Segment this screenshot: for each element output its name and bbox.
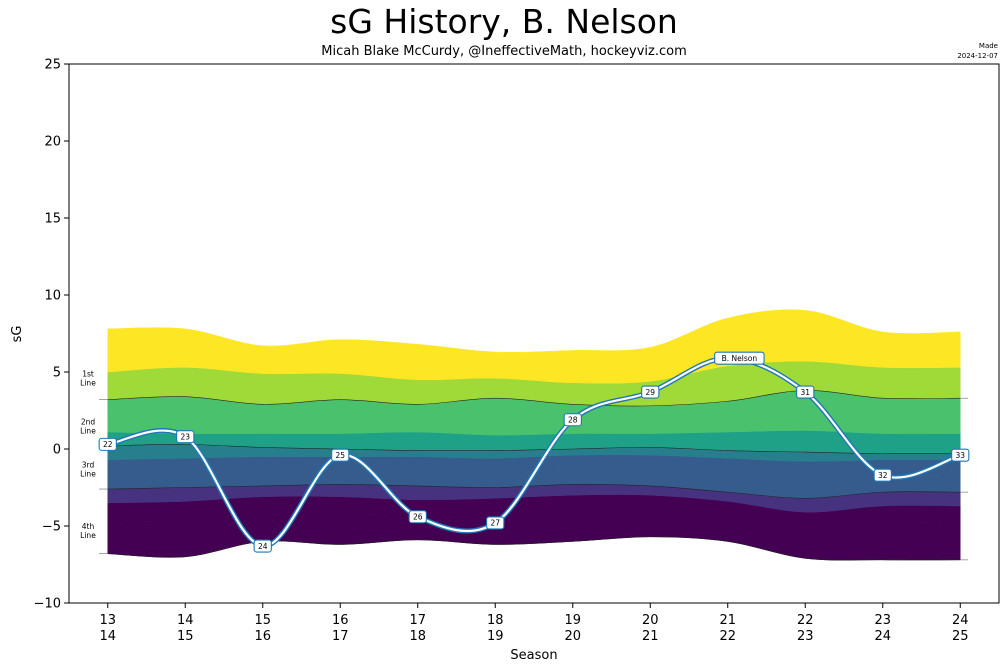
season-point-label-0-text: 22 <box>103 440 113 449</box>
season-point-label-2: 24 <box>253 539 272 553</box>
chart-title: sG History, B. Nelson <box>330 2 678 41</box>
made-label: Made <box>978 42 998 50</box>
line-group-label-3-word: 4th <box>82 522 95 531</box>
season-point-label-11-text: 33 <box>955 451 965 460</box>
season-point-label-2-text: 24 <box>258 542 268 551</box>
season-point-label-3-text: 25 <box>335 451 345 460</box>
season-point-label-10-text: 32 <box>878 471 888 480</box>
x-tick-label-top: 16 <box>332 613 349 628</box>
season-point-label-9-text: 31 <box>800 388 810 397</box>
x-tick-label-top: 17 <box>409 613 426 628</box>
season-point-label-7-text: 29 <box>645 388 655 397</box>
x-tick-label-bottom: 19 <box>487 629 504 644</box>
x-tick-label-bottom: 21 <box>642 629 659 644</box>
player-series: 22 23 24 25 26 27 28 29 31 32 33 B. Nelson <box>98 351 970 553</box>
season-point-label-10: 32 <box>873 468 892 482</box>
x-tick-label-top: 14 <box>177 613 194 628</box>
y-tick-label: 20 <box>44 135 61 150</box>
season-point-label-10-box <box>873 468 892 482</box>
season-point-label-6: 28 <box>563 413 582 427</box>
line-group-label-0-line: Line <box>80 379 96 388</box>
season-point-label-11-box <box>951 448 970 462</box>
x-tick-label-top: 13 <box>99 613 116 628</box>
x-tick-label-bottom: 22 <box>719 629 736 644</box>
season-point-label-5-text: 27 <box>490 519 500 528</box>
x-tick-label-bottom: 18 <box>409 629 426 644</box>
x-tick-label-top: 22 <box>797 613 814 628</box>
player-name-label: B. Nelson <box>714 351 765 365</box>
season-point-label-4-text: 26 <box>413 513 423 522</box>
x-axis: 1314141515161617171818191920202121222223… <box>99 603 969 644</box>
x-tick-label-top: 21 <box>719 613 736 628</box>
season-point-label-0: 22 <box>98 437 117 451</box>
x-tick-label-bottom: 16 <box>254 629 271 644</box>
season-point-label-11: 33 <box>951 448 970 462</box>
line-group-label-0-word: 1st <box>82 370 94 379</box>
x-tick-label-top: 15 <box>254 613 271 628</box>
y-tick-label: 10 <box>44 289 61 304</box>
y-tick-label: 5 <box>53 366 61 381</box>
made-date: 2024-12-07 <box>957 52 998 60</box>
x-tick-label-top: 19 <box>564 613 581 628</box>
season-point-label-3: 25 <box>331 448 350 462</box>
x-tick-label-bottom: 20 <box>564 629 581 644</box>
season-point-label-5-box <box>486 516 505 530</box>
season-point-label-2-box <box>253 539 272 553</box>
x-tick-label-top: 20 <box>642 613 659 628</box>
y-axis-label: sG <box>10 326 25 343</box>
season-point-label-3-box <box>331 448 350 462</box>
x-tick-label-bottom: 15 <box>177 629 194 644</box>
sg-band-10 <box>107 309 961 384</box>
line-divider-2 <box>107 444 961 455</box>
line-divider-1 <box>107 484 961 499</box>
season-point-label-1: 23 <box>176 430 195 444</box>
x-axis-label: Season <box>510 648 557 663</box>
line-group-label-3-line: Line <box>80 531 96 540</box>
x-tick-label-bottom: 25 <box>952 629 969 644</box>
x-tick-label-bottom: 14 <box>99 629 116 644</box>
y-tick-label: −5 <box>42 520 61 535</box>
season-point-label-5: 27 <box>486 516 505 530</box>
line-group-label-1-line: Line <box>80 426 96 435</box>
x-tick-label-top: 24 <box>952 613 969 628</box>
chart-subtitle: Micah Blake McCurdy, @IneffectiveMath, h… <box>321 44 687 59</box>
x-tick-label-bottom: 17 <box>332 629 349 644</box>
season-point-label-4-box <box>408 510 427 524</box>
season-point-label-0-box <box>98 437 117 451</box>
player-name-label-text: B. Nelson <box>722 354 758 363</box>
season-point-label-7: 29 <box>641 385 660 399</box>
y-tick-label: 0 <box>53 443 61 458</box>
season-point-label-7-box <box>641 385 660 399</box>
made-date-note: Made 2024-12-07 <box>957 41 998 61</box>
season-point-label-9-box <box>796 385 815 399</box>
y-tick-label: 15 <box>44 212 61 227</box>
season-point-label-9: 31 <box>796 385 815 399</box>
line-group-label-1-word: 2nd <box>81 417 96 426</box>
plot-frame <box>68 63 1000 604</box>
player-name-label-box <box>714 351 765 365</box>
season-point-label-6-text: 28 <box>568 416 578 425</box>
x-tick-label-bottom: 23 <box>797 629 814 644</box>
season-point-label-4: 26 <box>408 510 427 524</box>
y-tick-label: −10 <box>34 597 61 612</box>
y-tick-label: 25 <box>44 58 61 73</box>
line-group-label-2-word: 3rd <box>82 460 95 469</box>
season-point-label-1-text: 23 <box>180 432 190 441</box>
x-tick-label-top: 23 <box>874 613 891 628</box>
season-point-label-6-box <box>563 413 582 427</box>
x-tick-label-top: 18 <box>487 613 504 628</box>
season-point-label-1-box <box>176 430 195 444</box>
x-tick-label-bottom: 24 <box>874 629 891 644</box>
y-axis: −10 −5 0 5 10 15 20 25 <box>34 58 69 612</box>
line-group-label-2-line: Line <box>80 469 96 478</box>
